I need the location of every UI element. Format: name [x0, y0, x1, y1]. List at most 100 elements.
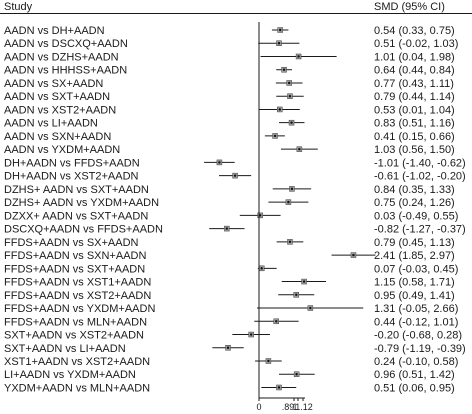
point-estimate-dot: [258, 214, 262, 217]
point-estimate-dot: [277, 386, 281, 389]
estimate-text: -0.79 (-1.19, -0.39): [374, 343, 466, 355]
study-label: DH+AADN vs XST2+AADN: [4, 171, 139, 183]
point-estimate-dot: [295, 373, 298, 376]
point-estimate-dot: [278, 108, 281, 111]
study-label: FFDS+AADN vs XST2+AADN: [4, 290, 151, 302]
study-label: DZHS+ AADN vs SXT+AADN: [4, 184, 149, 196]
estimate-text: 0.51 (0.06, 0.95): [374, 382, 455, 394]
study-row: YXDM+AADN vs MLN+AADN 0.51 (0.06, 0.95): [4, 382, 455, 394]
study-label: AADN vs SX+AADN: [4, 78, 103, 90]
point-estimate-dot: [290, 187, 294, 191]
study-row: DH+AADN vs XST2+AADN -0.61 (-1.02, -0.20): [4, 171, 466, 183]
study-label: FFDS+AADN vs XST1+AADN: [4, 277, 151, 289]
point-estimate-dot: [226, 346, 230, 349]
estimate-text: 1.31 (-0.05, 2.66): [374, 303, 458, 315]
estimate-text: 0.84 (0.35, 1.33): [374, 184, 455, 196]
point-estimate-dot: [287, 200, 290, 204]
estimate-text: 0.53 (0.01, 1.04): [374, 104, 455, 116]
estimate-text: 0.79 (0.45, 1.13): [374, 237, 455, 249]
estimate-text: -1.01 (-1.40, -0.62): [374, 157, 466, 169]
study-row: AADN vs XST2+AADN 0.53 (0.01, 1.04): [4, 104, 455, 116]
study-label: AADN vs SXT+AADN: [4, 91, 110, 103]
study-row: FFDS+AADN vs XST1+AADN 1.15 (0.58, 1.71): [4, 277, 455, 289]
study-row: FFDS+AADN vs YXDM+AADN 1.31 (-0.05, 2.66): [4, 303, 458, 315]
study-label: AADN vs YXDM+AADN: [4, 144, 120, 156]
study-row: AADN vs SX+AADN 0.77 (0.43, 1.11): [4, 78, 454, 90]
estimate-text: 0.64 (0.44, 0.84): [374, 65, 455, 77]
point-estimate-dot: [260, 267, 263, 270]
study-row: SXT+AADN vs LI+AADN -0.79 (-1.19, -0.39): [4, 343, 466, 355]
point-estimate-dot: [277, 42, 281, 45]
point-estimate-dot: [225, 227, 229, 230]
study-row: SXT+AADN vs XST2+AADN -0.20 (-0.68, 0.28): [4, 330, 462, 342]
header-study: Study: [4, 1, 33, 13]
study-row: AADN vs DSCXQ+AADN 0.51 (-0.02, 1.03): [4, 38, 458, 50]
point-estimate-dot: [297, 55, 300, 58]
study-label: FFDS+AADN vs YXDM+AADN: [4, 303, 155, 315]
study-row: AADN vs LI+AADN 0.83 (0.51, 1.16): [4, 118, 455, 130]
estimate-text: 0.51 (-0.02, 1.03): [374, 38, 458, 50]
estimate-text: 1.01 (0.04, 1.98): [374, 51, 455, 63]
point-estimate-dot: [298, 147, 301, 151]
study-label: LI+AADN vs YXDM+AADN: [4, 369, 136, 381]
point-estimate-dot: [287, 81, 291, 85]
point-estimate-dot: [288, 240, 292, 244]
study-row: AADN vs HHHSS+AADN 0.64 (0.44, 0.84): [4, 65, 455, 77]
point-estimate-dot: [352, 253, 355, 257]
x-tick-label: 0: [256, 402, 261, 412]
study-label: AADN vs DH+AADN: [4, 25, 105, 37]
study-label: SXT+AADN vs XST2+AADN: [4, 330, 144, 342]
study-row: AADN vs SXN+AADN 0.41 (0.15, 0.66): [4, 131, 455, 143]
estimate-text: 0.83 (0.51, 1.16): [374, 118, 455, 130]
study-row: DH+AADN vs FFDS+AADN -1.01 (-1.40, -0.62): [4, 157, 466, 169]
study-label: AADN vs DSCXQ+AADN: [4, 38, 128, 50]
study-label: DZHS+ AADN vs YXDM+AADN: [4, 197, 159, 209]
point-estimate-dot: [282, 68, 286, 71]
study-label: DSCXQ+AADN vs FFDS+AADN: [4, 224, 163, 236]
estimate-text: 0.96 (0.51, 1.42): [374, 369, 455, 381]
estimate-text: 0.95 (0.49, 1.41): [374, 290, 455, 302]
study-row: XST1+AADN vs XST2+AADN 0.24 (-0.10, 0.58): [4, 356, 458, 368]
study-label: AADN vs DZHS+AADN: [4, 51, 119, 63]
study-label: YXDM+AADN vs MLN+AADN: [4, 382, 150, 394]
point-estimate-dot: [267, 359, 270, 363]
point-estimate-dot: [295, 293, 298, 296]
study-row: DSCXQ+AADN vs FFDS+AADN -0.82 (-1.27, -0.…: [4, 224, 466, 236]
estimate-text: 0.24 (-0.10, 0.58): [374, 356, 458, 368]
x-tick-label: .89: [282, 402, 295, 412]
point-estimate-dot: [273, 134, 277, 138]
study-label: DZXX+ AADN vs SXT+AADN: [4, 210, 148, 222]
study-label: SXT+AADN vs LI+AADN: [4, 343, 126, 355]
x-tick-label: 1.12: [295, 402, 313, 412]
estimate-text: -0.61 (-1.02, -0.20): [374, 171, 466, 183]
estimate-text: 2.41 (1.85, 2.97): [374, 250, 455, 262]
point-estimate-dot: [302, 280, 306, 283]
point-estimate-dot: [275, 320, 278, 323]
study-row: AADN vs YXDM+AADN 1.03 (0.56, 1.50): [4, 144, 455, 156]
estimate-text: 1.03 (0.56, 1.50): [374, 144, 455, 156]
estimate-text: 0.79 (0.44, 1.14): [374, 91, 455, 103]
study-row: FFDS+AADN vs XST2+AADN 0.95 (0.49, 1.41): [4, 290, 455, 302]
estimate-text: -0.82 (-1.27, -0.37): [374, 224, 466, 236]
estimate-text: -0.20 (-0.68, 0.28): [374, 330, 462, 342]
study-label: FFDS+AADN vs SXN+AADN: [4, 250, 146, 262]
estimate-text: 0.77 (0.43, 1.11): [374, 78, 454, 90]
study-row: FFDS+AADN vs SXN+AADN 2.41 (1.85, 2.97): [4, 250, 455, 262]
point-estimate-dot: [218, 161, 221, 164]
study-row: AADN vs DH+AADN 0.54 (0.33, 0.75): [4, 25, 455, 37]
study-label: XST1+AADN vs XST2+AADN: [4, 356, 150, 368]
point-estimate-dot: [278, 28, 282, 32]
study-row: DZHS+ AADN vs SXT+AADN 0.84 (0.35, 1.33): [4, 184, 455, 196]
study-row: AADN vs DZHS+AADN 1.01 (0.04, 1.98): [4, 51, 455, 63]
point-estimate-dot: [309, 306, 312, 310]
estimate-text: 0.07 (-0.03, 0.45): [374, 263, 458, 275]
study-label: DH+AADN vs FFDS+AADN: [4, 157, 140, 169]
point-estimate-dot: [288, 95, 292, 98]
study-label: AADN vs LI+AADN: [4, 118, 98, 130]
estimate-text: 0.54 (0.33, 0.75): [374, 25, 455, 37]
study-row: AADN vs SXT+AADN 0.79 (0.44, 1.14): [4, 91, 455, 103]
study-label: FFDS+AADN vs SXT+AADN: [4, 263, 145, 275]
study-label: FFDS+AADN vs MLN+AADN: [4, 316, 147, 328]
